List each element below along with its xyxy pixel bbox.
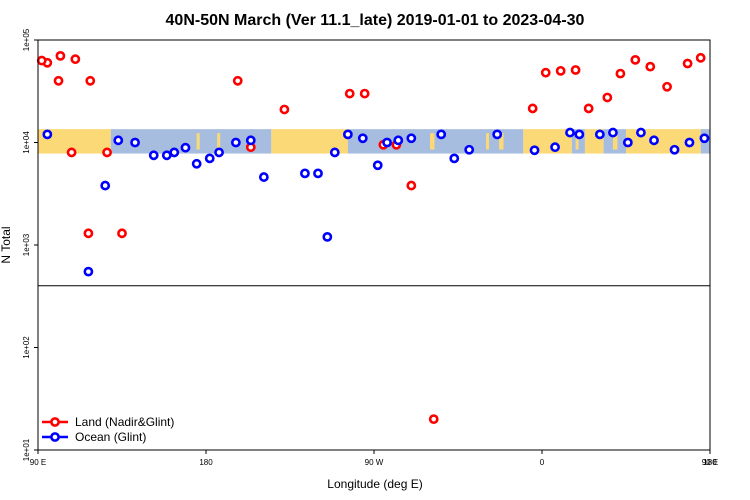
legend: Land (Nadir&Glint)Ocean (Glint) — [42, 415, 174, 444]
y-tick-label: 1e+03 — [22, 233, 31, 256]
y-axis-label: N Total — [0, 226, 13, 263]
ocean-point — [529, 145, 540, 156]
ocean-point — [300, 168, 310, 179]
land-point — [583, 103, 594, 114]
land-point — [406, 180, 417, 191]
ocean-point — [382, 137, 392, 148]
ocean-point — [113, 135, 124, 146]
ocean-point — [574, 129, 585, 140]
x-tick-label: 180 — [199, 458, 213, 467]
ocean-point — [492, 129, 503, 140]
land-point — [36, 55, 47, 66]
y-tick-label: 1e+01 — [22, 438, 31, 461]
land-point — [428, 414, 439, 425]
legend-marker-ocean — [50, 432, 60, 442]
ocean-point — [684, 137, 695, 148]
ocean-point — [230, 137, 241, 148]
land-point — [662, 81, 672, 92]
ocean-point — [258, 172, 269, 182]
y-tick-label: 1e+04 — [22, 131, 31, 154]
land-point — [344, 88, 355, 99]
ocean-point — [100, 180, 111, 191]
ocean-point — [245, 135, 256, 146]
land-point — [645, 61, 656, 72]
ocean-point — [322, 231, 333, 242]
land-point — [117, 228, 127, 239]
ocean-point — [329, 147, 340, 158]
band-island — [499, 133, 504, 150]
ocean-point — [636, 127, 646, 138]
ocean-point — [169, 147, 180, 158]
chart-title: 40N-50N March (Ver 11.1_late) 2019-01-01… — [166, 12, 585, 29]
band-island — [217, 133, 221, 150]
land-point — [682, 58, 693, 69]
ocean-point — [622, 137, 633, 148]
land-point — [279, 104, 290, 115]
land-point — [232, 75, 243, 86]
ocean-point — [565, 127, 575, 138]
ocean-point — [342, 129, 353, 140]
ocean-point — [699, 133, 710, 144]
ocean-point — [393, 135, 404, 146]
ocean-point — [594, 129, 605, 140]
band-island — [612, 133, 618, 150]
ocean-point — [313, 168, 323, 179]
y-axis: 1e+01 1e+02 1e+03 1e+04 1e+05 — [22, 28, 38, 461]
land-point — [83, 228, 94, 239]
x-tick-label: 90 E — [30, 458, 46, 467]
ocean-point — [204, 153, 215, 164]
land-point — [540, 67, 551, 78]
ocean-point — [214, 147, 224, 158]
legend-label-ocean: Ocean (Glint) — [75, 430, 146, 444]
ocean-point — [130, 137, 140, 148]
y-tick-label: 1e+02 — [22, 336, 31, 359]
ocean-point — [436, 129, 447, 140]
ocean-point — [649, 135, 659, 146]
ocean-point — [449, 153, 460, 164]
y-tick-label: 1e+05 — [22, 28, 31, 51]
land-point — [570, 65, 581, 75]
x-axis-label: Longitude (deg E) — [327, 477, 422, 491]
band-island — [575, 133, 579, 150]
land-point — [555, 65, 566, 76]
ocean-point — [161, 150, 172, 161]
ocean-point — [191, 158, 202, 169]
x-tick-label: 90 W — [365, 458, 384, 467]
band-island — [430, 133, 435, 150]
data-points — [36, 50, 710, 425]
land-point — [66, 147, 77, 158]
land-point — [630, 54, 641, 65]
x-tick-label: 180 — [703, 458, 717, 467]
band-island — [196, 133, 200, 150]
band-island — [486, 133, 489, 150]
land-point — [527, 103, 538, 114]
ocean-point — [608, 127, 618, 138]
ocean-point — [42, 129, 53, 140]
ocean-point — [464, 144, 475, 155]
ocean-point — [550, 142, 560, 153]
land-point — [53, 75, 64, 86]
land-point — [359, 88, 370, 99]
ocean-point — [180, 142, 191, 153]
land-point — [55, 50, 66, 61]
land-point — [70, 54, 81, 65]
x-tick-label: 90 E — [702, 458, 718, 467]
ocean-point — [357, 133, 368, 144]
legend-marker-land — [50, 417, 60, 427]
land-point — [695, 52, 706, 63]
x-tick-label: 0 — [540, 458, 545, 467]
ocean-point — [83, 266, 94, 277]
ocean-point — [372, 160, 383, 171]
land-point — [602, 92, 613, 103]
land-point — [102, 147, 112, 158]
ocean-point — [669, 144, 680, 155]
land-point — [85, 75, 96, 86]
ocean-point — [406, 133, 417, 144]
ocean-point — [148, 150, 159, 161]
legend-label-land: Land (Nadir&Glint) — [75, 415, 174, 429]
land-point — [615, 68, 626, 79]
